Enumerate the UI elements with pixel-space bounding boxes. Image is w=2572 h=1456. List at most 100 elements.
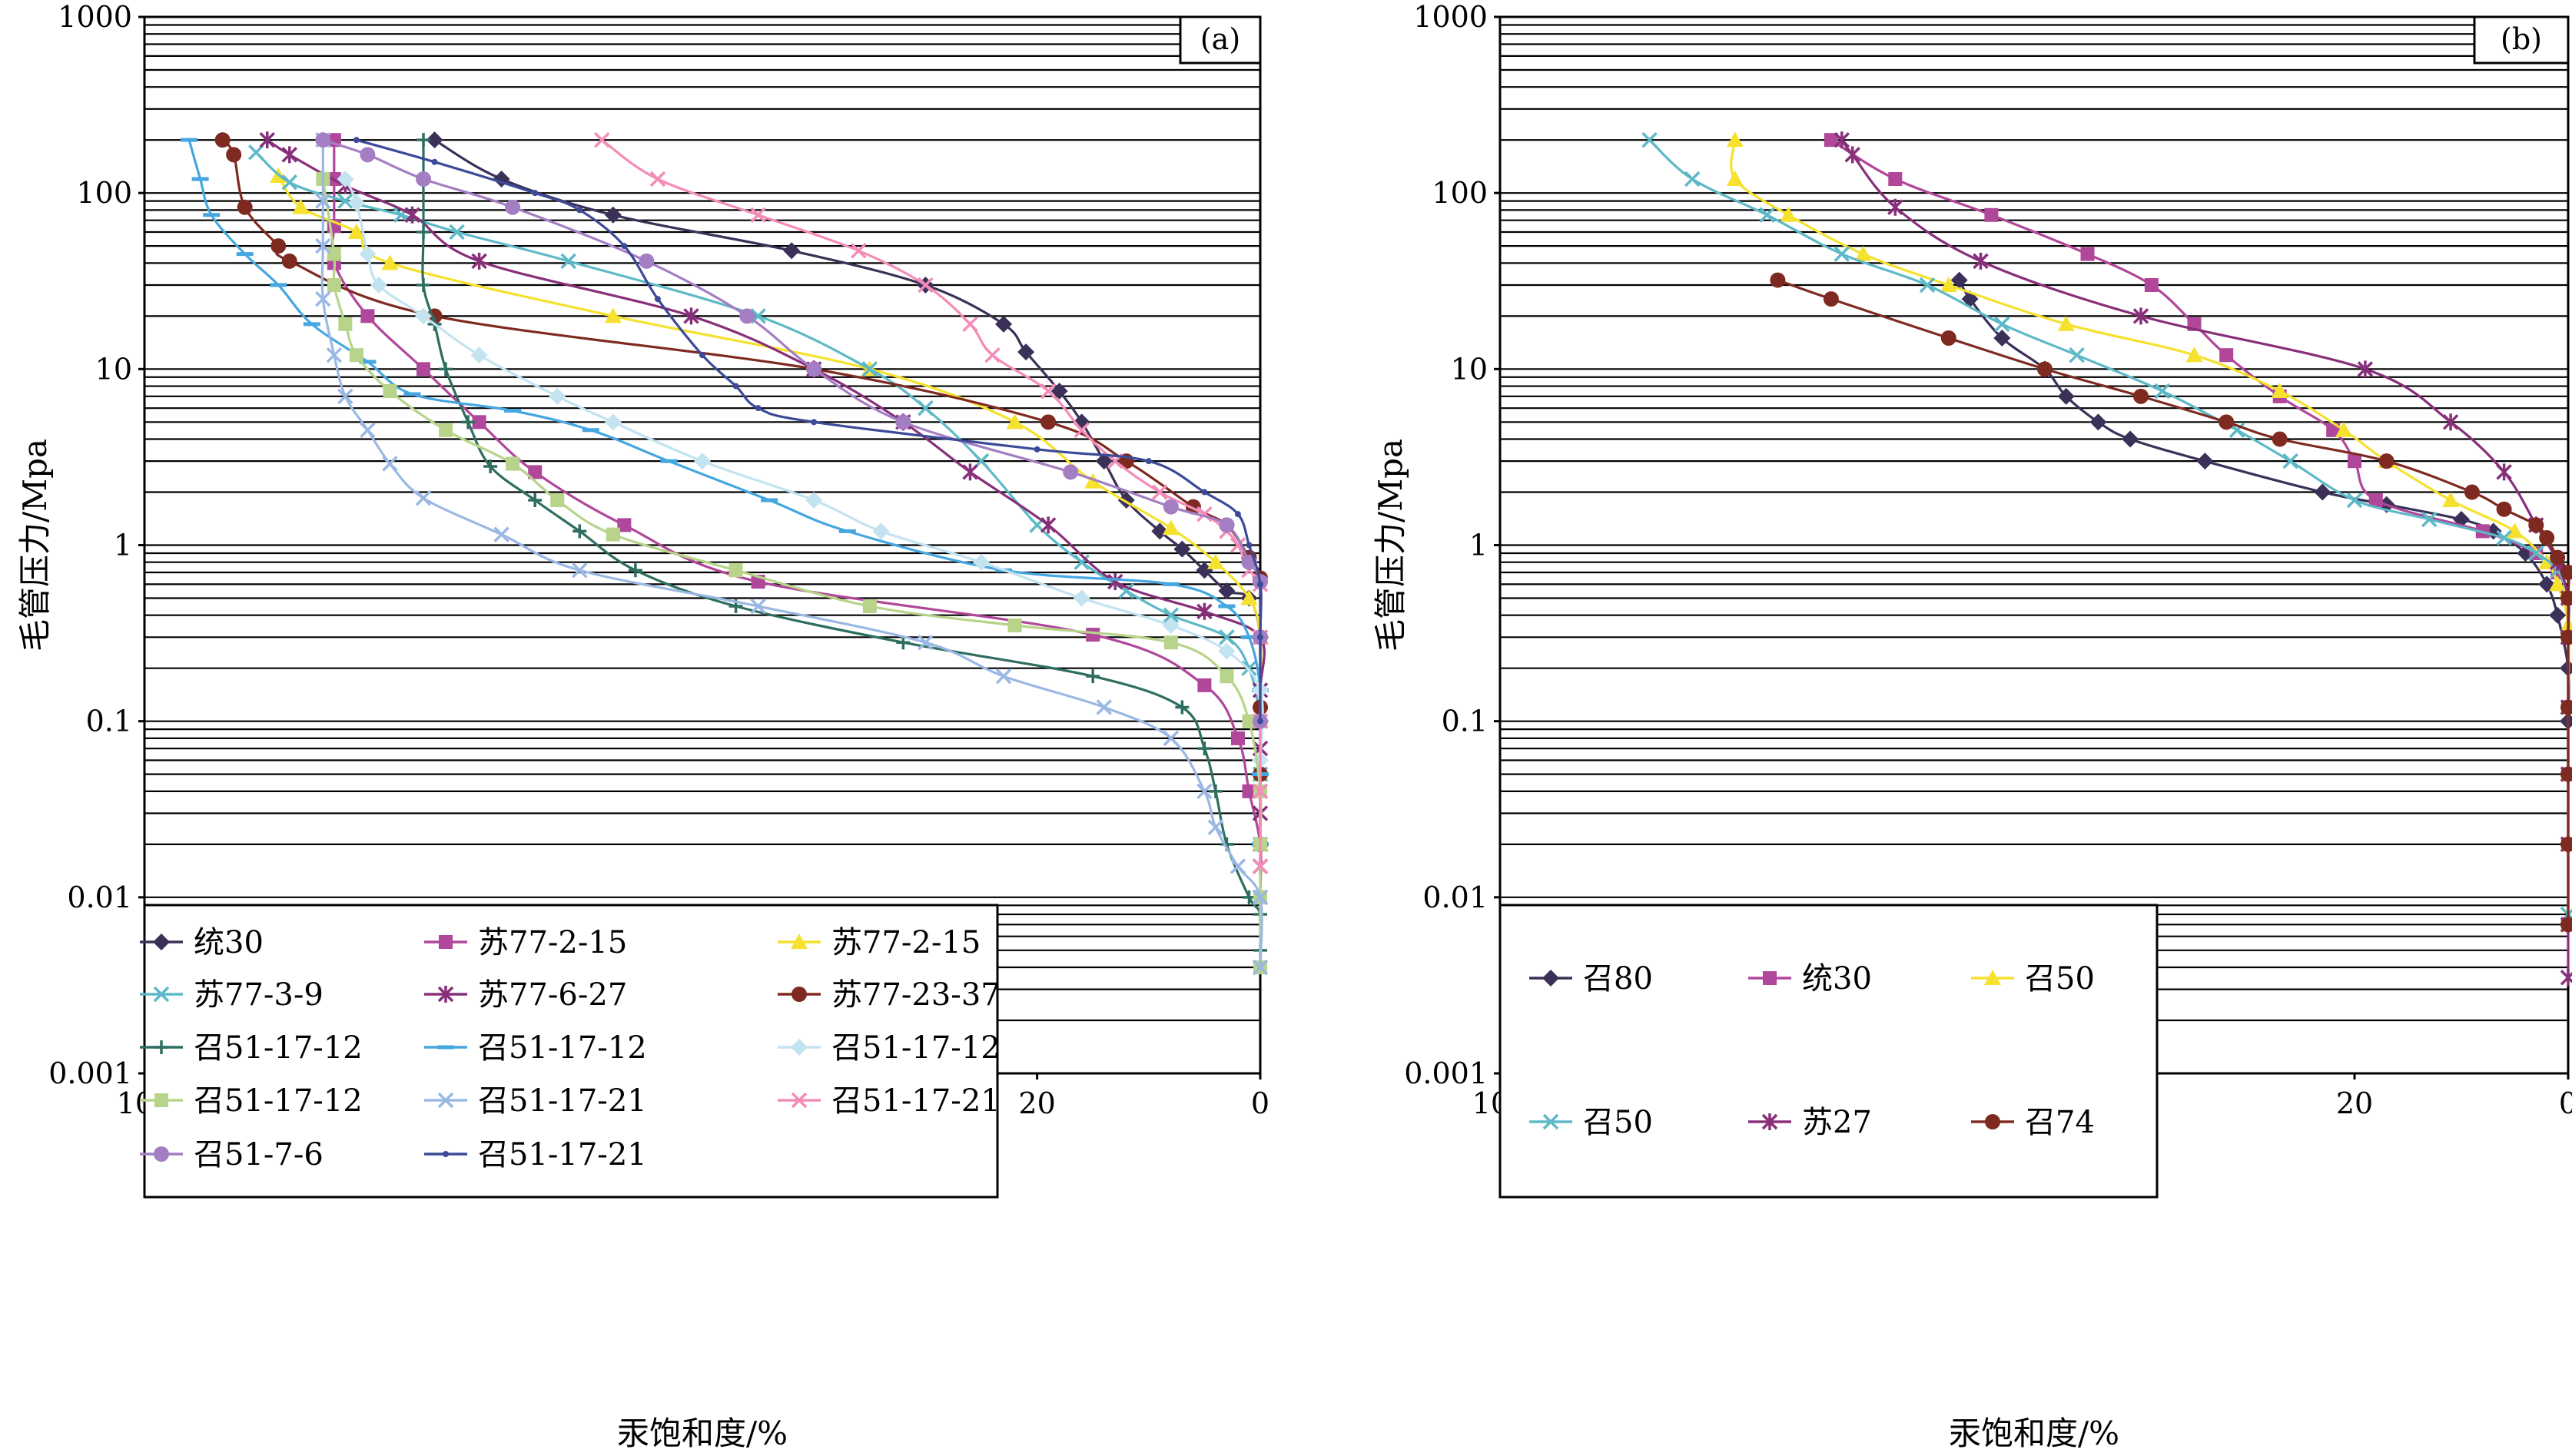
data-point — [1006, 413, 1024, 430]
data-point — [415, 490, 432, 506]
data-point — [2122, 430, 2139, 448]
data-point — [381, 254, 399, 270]
data-point — [315, 132, 331, 148]
data-point — [1063, 464, 1079, 480]
data-point — [1252, 959, 1269, 976]
data-point — [2132, 307, 2149, 325]
data-point — [1040, 516, 1057, 534]
grid-lines — [1500, 24, 2568, 1022]
data-point — [337, 193, 353, 209]
series-5 — [259, 131, 1269, 875]
data-point — [281, 146, 297, 164]
data-point — [1726, 171, 1744, 187]
series-10 — [316, 172, 1267, 975]
data-point — [550, 493, 565, 508]
data-point — [270, 238, 287, 254]
data-point — [2314, 483, 2331, 501]
data-point — [2506, 522, 2524, 539]
data-point — [237, 199, 253, 215]
data-point — [2560, 590, 2572, 606]
x-tick-label: 0 — [2559, 1086, 2572, 1120]
data-point — [1162, 519, 1180, 536]
data-point — [1993, 329, 2011, 347]
data-point — [416, 171, 431, 187]
legend-label: 召51-17-12 — [478, 1030, 647, 1066]
data-point — [621, 243, 628, 250]
data-point — [214, 132, 231, 148]
data-point — [628, 563, 642, 578]
legend-marker — [153, 986, 170, 1003]
legend-item: 召51-17-21 — [424, 1137, 647, 1172]
data-point — [1107, 573, 1123, 591]
data-point — [2560, 836, 2572, 852]
legend-label: 召51-17-12 — [831, 1030, 1001, 1066]
data-point — [528, 493, 543, 507]
data-point — [560, 253, 576, 270]
data-point — [2442, 492, 2460, 508]
data-point — [1641, 131, 1658, 148]
legend-label: 召51-17-12 — [194, 1083, 363, 1119]
data-point — [327, 247, 341, 261]
legend-item: 召51-17-12 — [424, 1030, 647, 1066]
data-point — [872, 522, 890, 540]
data-point — [1919, 277, 1936, 294]
legend-marker — [154, 1093, 168, 1107]
y-tick-label: 10 — [1451, 352, 1488, 386]
data-point — [1196, 506, 1213, 522]
data-point — [750, 598, 766, 615]
data-point — [2357, 360, 2374, 378]
data-point — [2133, 388, 2149, 404]
data-point — [382, 456, 398, 472]
data-point — [347, 194, 365, 211]
legend-label: 统30 — [1802, 961, 1872, 997]
data-point — [281, 174, 297, 191]
data-point — [1834, 246, 1850, 262]
data-point — [416, 133, 430, 148]
data-point — [349, 348, 363, 363]
legend-item: 苏77-6-27 — [424, 977, 627, 1013]
legend: 召80 统30 召50 召50 苏27 召74 — [1498, 904, 2159, 1199]
data-point — [699, 352, 705, 359]
data-point — [1201, 489, 1208, 496]
data-point — [1257, 718, 1263, 725]
data-point — [326, 347, 343, 363]
data-point — [416, 225, 430, 240]
y-tick-label: 1000 — [1413, 0, 1488, 34]
data-point — [1218, 642, 1236, 660]
data-point — [1950, 271, 1968, 289]
data-point — [528, 465, 543, 479]
data-point — [639, 253, 655, 269]
data-point — [1234, 511, 1241, 518]
data-point — [2560, 766, 2572, 782]
series-2 — [1824, 133, 2572, 932]
series-line — [356, 138, 1263, 721]
data-point — [1074, 422, 1090, 439]
data-point — [654, 296, 661, 303]
data-point — [404, 206, 420, 224]
data-point — [292, 198, 310, 214]
legend-label: 苏77-2-15 — [478, 925, 627, 960]
panel-label-text: (b) — [2501, 22, 2542, 56]
data-point — [1040, 414, 1057, 430]
data-point — [2057, 315, 2075, 331]
legend-box — [1498, 904, 2159, 1199]
data-point — [1994, 316, 2010, 333]
data-point — [2549, 606, 2567, 624]
data-point — [416, 362, 430, 376]
data-point — [505, 199, 521, 215]
legend-marker — [154, 1146, 169, 1162]
data-point — [2272, 431, 2288, 447]
data-point — [1973, 252, 1989, 270]
data-point — [2196, 453, 2214, 470]
data-point — [2560, 712, 2572, 730]
panel-label-box — [2473, 15, 2570, 65]
legend-label: 召51-17-21 — [478, 1137, 647, 1172]
data-point — [1242, 714, 1256, 728]
y-tick-label: 1 — [114, 529, 132, 562]
chart-panel-b: 0.0010.010.11101001000100806040200汞饱和度/%… — [1372, 0, 2572, 1452]
data-point — [576, 207, 583, 214]
data-point — [1257, 581, 1263, 588]
data-point — [811, 419, 818, 426]
data-point — [359, 245, 377, 263]
legend-marker — [1542, 970, 1559, 987]
